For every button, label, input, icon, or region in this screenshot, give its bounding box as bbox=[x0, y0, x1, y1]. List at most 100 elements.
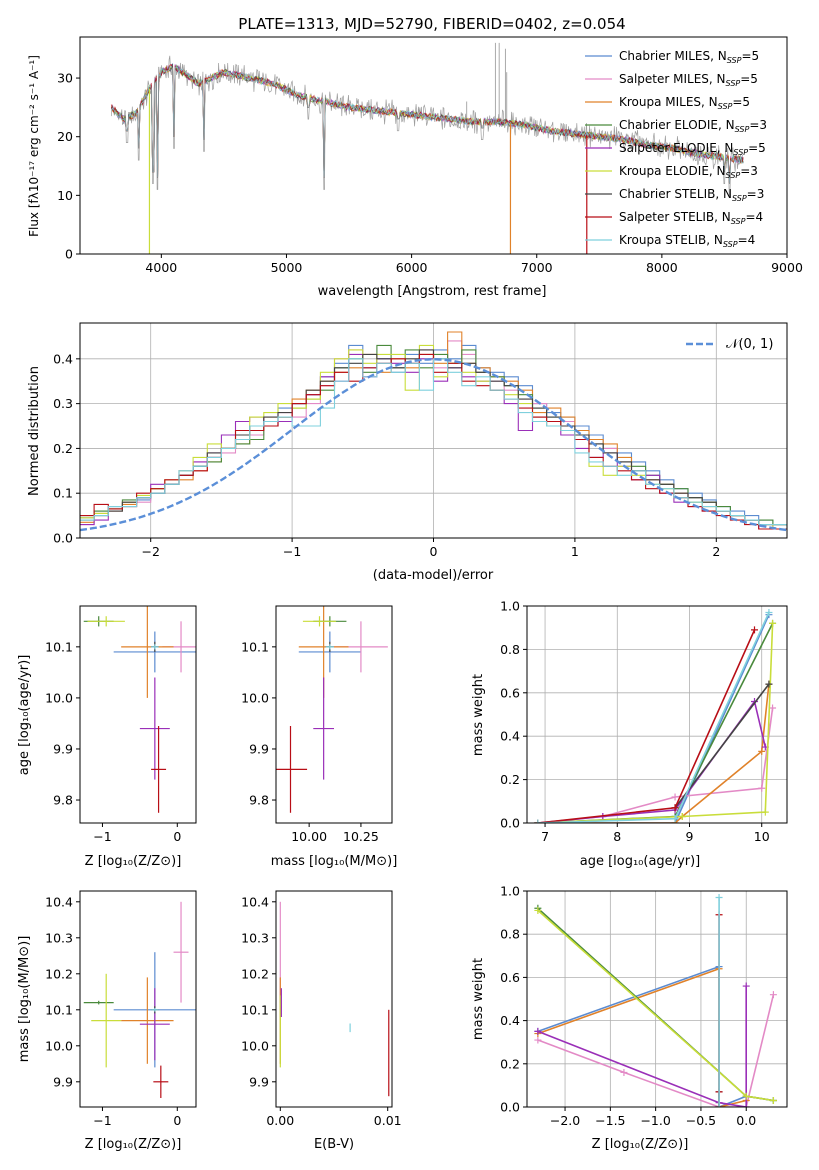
error-bar-point bbox=[121, 977, 174, 1064]
x-tick-label: 0 bbox=[173, 1113, 181, 1128]
y-tick-label: 9.8 bbox=[249, 793, 269, 808]
y-tick-label: 30 bbox=[57, 71, 73, 86]
mass-weight-marker bbox=[751, 626, 758, 634]
mass-weight-marker bbox=[671, 804, 679, 812]
normal-legend: 𝒩(0, 1) bbox=[686, 337, 773, 352]
y-tick-label: 10.2 bbox=[45, 966, 73, 981]
plot-marks bbox=[80, 331, 787, 532]
x-tick-label: −1.5 bbox=[595, 1113, 625, 1128]
mass-weight-marker bbox=[742, 1103, 750, 1107]
plot-marks bbox=[534, 893, 777, 1107]
legend-label: Kroupa STELIB, NSSP=4 bbox=[619, 233, 755, 249]
y-tick-label: 9.9 bbox=[53, 741, 73, 756]
axes-frame bbox=[526, 890, 788, 1108]
y-tick-label: 10.0 bbox=[45, 1038, 73, 1053]
mass-weight-marker bbox=[765, 680, 773, 688]
mass-weight-line bbox=[674, 683, 770, 809]
residuals-x-label: (data-model)/error bbox=[373, 568, 494, 583]
x-tick-label: 9 bbox=[686, 829, 694, 844]
y-tick-label: 10.3 bbox=[241, 930, 269, 945]
age-vs-metallicity-x-label: Z [log₁₀(Z/Z⊙)] bbox=[85, 854, 182, 869]
mass-weight-marker bbox=[534, 819, 542, 823]
y-tick-label: 0.6 bbox=[500, 685, 520, 700]
y-tick-label: 20 bbox=[57, 129, 73, 144]
error-bar-point bbox=[87, 616, 125, 627]
mass-vs-ebv-panel: 0.00 0.01 9.9 10.0 10.1 10.2 10.3 10.4 bbox=[241, 890, 402, 1128]
legend-label: Salpeter MILES, NSSP=5 bbox=[619, 72, 758, 88]
mass-weight-marker bbox=[769, 704, 777, 712]
normal-legend-label: 𝒩(0, 1) bbox=[726, 337, 773, 352]
weight-vs-age-x-label: age [log₁₀(age/yr)] bbox=[580, 854, 701, 869]
model-spectrum-line bbox=[110, 66, 744, 184]
plot-marks bbox=[110, 42, 744, 254]
age-vs-metallicity-y-label: age [log₁₀(age/yr)] bbox=[17, 655, 32, 776]
mass-weight-marker bbox=[765, 609, 773, 617]
mass-weight-marker bbox=[742, 982, 750, 990]
y-tick-label: 0.4 bbox=[53, 351, 73, 366]
weight-vs-age-y-label: mass weight bbox=[471, 674, 486, 756]
error-bar-point bbox=[276, 725, 308, 813]
x-tick-label: 9000 bbox=[771, 260, 803, 275]
mass-weight-marker bbox=[534, 1027, 542, 1035]
mass-weight-marker bbox=[761, 808, 769, 816]
age-vs-mass-x-label: mass [log₁₀(M/M⊙)] bbox=[271, 854, 398, 869]
plot-marks bbox=[276, 606, 388, 813]
axes-frame bbox=[79, 36, 788, 255]
error-bar-point bbox=[153, 1065, 169, 1098]
age-vs-mass-panel: 10.00 10.25 9.8 9.9 10.0 10.1 bbox=[241, 605, 393, 844]
x-tick-label: −0.5 bbox=[686, 1113, 716, 1128]
age-vs-metallicity-panel: −1 0 9.8 9.9 10.0 10.1 bbox=[45, 605, 197, 844]
mass-weight-marker bbox=[769, 1097, 777, 1105]
y-tick-label: 10.0 bbox=[241, 1038, 269, 1053]
y-tick-label: 9.9 bbox=[249, 741, 269, 756]
mass-vs-metallicity-panel: −1 0 9.9 10.0 10.1 10.2 10.3 10.4 bbox=[45, 890, 197, 1128]
mass-weight-marker bbox=[758, 784, 766, 792]
y-tick-label: 0.2 bbox=[53, 441, 73, 456]
mass-weight-marker bbox=[742, 1092, 750, 1100]
error-bar-point bbox=[121, 606, 174, 698]
x-tick-label: 2 bbox=[712, 544, 720, 559]
error-bar-point bbox=[173, 901, 189, 1003]
y-tick-label: 0.8 bbox=[500, 642, 520, 657]
y-tick-label: 0.0 bbox=[500, 1100, 520, 1115]
y-tick-label: 10.2 bbox=[241, 966, 269, 981]
x-tick-label: 7 bbox=[541, 829, 549, 844]
weight-vs-metallicity-panel: −2.0 −1.5 −1.0 −0.5 0.0 0.0 0.2 0.4 0.6 0.8 1.0 bbox=[500, 884, 788, 1128]
legend-label: Chabrier MILES, NSSP=5 bbox=[619, 49, 759, 65]
mass-vs-ebv-x-label: E(B-V) bbox=[314, 1137, 354, 1152]
x-tick-label: 0.01 bbox=[374, 1113, 402, 1128]
figure-title: PLATE=1313, MJD=52790, FIBERID=0402, z=0… bbox=[238, 15, 625, 33]
y-tick-label: 0.0 bbox=[500, 816, 520, 831]
x-tick-label: −2.0 bbox=[550, 1113, 580, 1128]
legend-label: Salpeter STELIB, NSSP=4 bbox=[619, 210, 763, 226]
y-tick-label: 0 bbox=[65, 247, 73, 262]
axes-frame bbox=[526, 605, 788, 824]
y-tick-label: 0.0 bbox=[53, 531, 73, 546]
y-tick-label: 10.0 bbox=[241, 690, 269, 705]
spectrum-plot-area: 4000 5000 6000 7000 8000 9000 0 10 20 30 Chabrier … bbox=[57, 36, 803, 275]
y-tick-label: 0.3 bbox=[53, 396, 73, 411]
y-tick-label: 9.8 bbox=[53, 793, 73, 808]
weight-vs-metallicity-x-label: Z [log₁₀(Z/Z⊙)] bbox=[592, 1137, 689, 1152]
error-bar-point bbox=[151, 1008, 159, 1012]
mass-weight-line bbox=[537, 623, 774, 823]
y-tick-label: 0.1 bbox=[53, 486, 73, 501]
error-bar-point bbox=[83, 1000, 114, 1005]
x-tick-label: 4000 bbox=[145, 260, 177, 275]
y-tick-label: 0.2 bbox=[500, 772, 520, 787]
mass-weight-marker bbox=[769, 991, 777, 999]
error-bar-point bbox=[302, 616, 337, 627]
mass-weight-marker bbox=[671, 793, 679, 801]
axes-frame bbox=[79, 605, 197, 824]
y-tick-label: 10.3 bbox=[45, 930, 73, 945]
x-tick-label: 8000 bbox=[646, 260, 678, 275]
mass-weight-marker bbox=[534, 1036, 542, 1044]
y-tick-label: 0.8 bbox=[500, 927, 520, 942]
mass-weight-marker bbox=[758, 747, 766, 755]
error-bar-point bbox=[139, 988, 170, 1061]
weight-vs-metallicity-y-label: mass weight bbox=[471, 958, 486, 1040]
error-bar-point bbox=[313, 677, 334, 780]
mass-weight-marker bbox=[671, 815, 679, 823]
legend-label: Kroupa ELODIE, NSSP=3 bbox=[619, 164, 758, 180]
